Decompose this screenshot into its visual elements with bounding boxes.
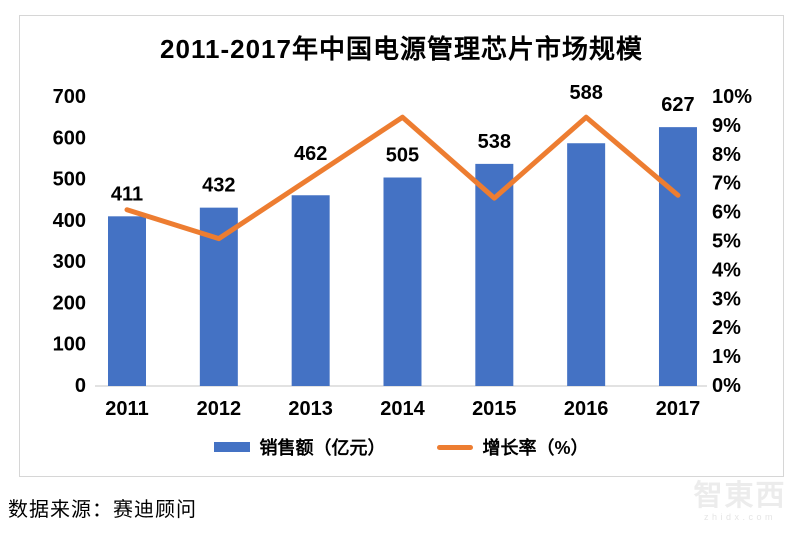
watermark: 智東西 zhidx.com	[688, 481, 792, 522]
watermark-domain: zhidx.com	[703, 512, 776, 522]
watermark-logo: 智東西	[693, 480, 787, 512]
chart-title: 2011-2017年中国电源管理芯片市场规模	[160, 34, 643, 64]
legend-line-swatch-icon	[437, 444, 474, 450]
legend-label-sales: 销售额（亿元）	[259, 438, 386, 458]
legend-bar-swatch-icon	[214, 442, 251, 452]
legend-item-growth: 增长率（%）	[437, 434, 589, 460]
legend-label-growth: 增长率（%）	[482, 438, 589, 458]
chart-frame: 2011-2017年中国电源管理芯片市场规模 销售额（亿元） 增长率（%）	[19, 15, 784, 477]
chart-legend: 销售额（亿元） 增长率（%）	[20, 434, 783, 460]
legend-item-sales: 销售额（亿元）	[214, 434, 385, 460]
source-note: 数据来源：赛迪顾问	[8, 499, 197, 521]
